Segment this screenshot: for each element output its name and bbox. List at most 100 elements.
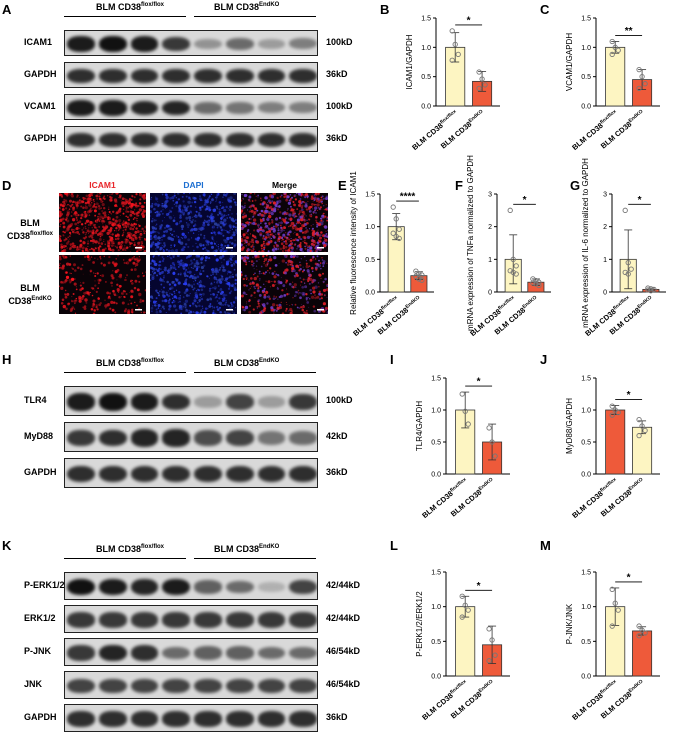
chart-L: L 0.0 0.5 1.0 1.5 P-ERK1/2/ERK1/2 BLM CD38flox… [390,538,530,736]
data-point [609,412,615,418]
blot-band [98,465,127,483]
data-point [615,409,621,416]
blot-K-group-sup-2: EndKO [259,544,280,550]
x-category-sup: EndKO [521,295,538,311]
y-tick-label: 0.0 [581,472,591,479]
y-tick-label: 0.5 [431,639,441,646]
y-tick-label: 0.5 [421,74,431,81]
y-axis-title: VCAM1/GAPDH [565,33,574,91]
chart-I-svg: I 0.0 0.5 1.0 1.5 TLR4/GAPDH BLM CD38flox/flox… [390,352,510,520]
data-point [636,66,642,73]
data-point [625,271,631,277]
blot-band [194,132,222,148]
panel-letter-C: C [540,2,550,17]
x-category-sup: EndKO [636,295,653,311]
data-point [510,256,516,262]
data-point [645,287,651,293]
blot-A-group-text-1: BLM CD38 [96,2,142,12]
blot-band [225,102,254,114]
data-point [628,266,634,272]
micro-row-label-2-blm: BLM [20,283,40,293]
blot-band [289,393,317,411]
y-tick-label: 1.5 [581,570,591,577]
y-tick-label: 0.0 [431,472,441,479]
y-tick-label: 1.0 [431,408,441,415]
blot-band [67,68,95,84]
data-point [651,286,657,293]
data-point [396,226,402,232]
y-tick-label: 0.5 [365,257,375,264]
western-blot-A: BLM CD38flox/flox BLM CD38EndKO ICAM1 100kD… [4,2,374,152]
data-point [396,235,402,242]
blot-band [98,612,127,628]
data-point [507,207,513,213]
y-tick-label: 1.5 [365,192,375,199]
data-point [609,403,615,409]
y-tick-label: 1.0 [431,604,441,611]
y-axis-title: Relative fluorescence intensity of ICAM1 [349,171,358,315]
data-point [609,586,615,592]
blot-band [289,102,317,114]
data-point [476,69,482,75]
y-tick-label: 1 [488,257,492,264]
blot-A-row-label: GAPDH [24,133,57,143]
blot-band [67,711,95,727]
blot-H-row-label: MyD88 [24,431,54,441]
blot-K-kd-label: 46/54kD [326,646,361,656]
data-point [459,593,465,599]
y-axis-title: ICAM1/GAPDH [405,34,414,89]
data-point [536,282,542,289]
y-tick-label: 1.5 [431,570,441,577]
blot-band [98,36,127,52]
micro-merge-flox [241,193,328,252]
data-point [492,652,498,658]
x-category-sup: flox/flox [497,294,516,311]
y-tick-label: 1.5 [421,16,431,23]
blot-band [130,711,159,727]
chart-J-svg: J 0.0 0.5 1.0 1.5 MyD88/GAPDH BLM CD38flox/flo… [540,352,660,520]
significance-marker: **** [400,192,416,203]
data-point [639,423,645,429]
data-point [465,421,471,427]
y-tick-label: 0.5 [431,440,441,447]
significance-marker: * [477,377,481,388]
x-category-sup: flox/flox [599,476,618,493]
data-point [612,600,618,606]
data-point [645,285,651,291]
chart-G: G 0 1 2 3 mRNA expression of IL-6 normalized … [570,158,680,350]
data-point [419,272,425,278]
blot-A-group-text-2: BLM CD38 [214,2,260,12]
significance-marker: ** [625,26,633,37]
western-blot-K: BLM CD38flox/flox BLM CD38EndKO P-ERK1/2 42… [4,540,374,736]
blot-K-row-label: GAPDH [24,712,57,722]
blot-A-group-sup-2: EndKO [259,2,280,8]
blot-band [225,678,254,694]
micro-icam1-endko [59,255,146,314]
data-point [393,216,399,222]
chart-M-svg: M 0.0 0.5 1.0 1.5 P-JNK/JNK BLM CD38flox/floxB… [540,538,660,722]
x-category-sup: EndKO [478,679,495,695]
y-axis-title: mRNA expression of TNFa normalized to GA… [466,155,475,331]
blot-band [194,580,222,594]
blot-band [289,68,317,84]
y-tick-label: 2 [488,224,492,231]
x-category-sup: flox/flox [599,108,618,125]
blot-H-row-label: TLR4 [24,395,47,405]
x-category-text: BLM CD38 [410,121,445,152]
blot-K-group-sup-1: flox/flox [141,544,165,550]
blot-band [257,646,286,660]
blot-A-row-label: ICAM1 [24,37,53,47]
chart-E: E 0.0 0.5 1.0 1.5 Relative fluorescence inten… [338,171,448,350]
data-point [390,204,396,210]
blot-band [67,578,95,596]
blot-band [225,430,254,446]
blot-band [98,644,127,661]
data-point [642,630,648,636]
y-axis-title: P-ERK1/2/ERK1/2 [415,591,424,657]
blot-band [130,393,159,411]
x-category-label: BLM CD38flox/flox [420,678,469,721]
x-category-text: BLM CD38 [420,489,455,520]
blot-band [194,646,222,660]
blot-band [194,68,222,84]
blot-A-group-line-1 [64,16,186,17]
